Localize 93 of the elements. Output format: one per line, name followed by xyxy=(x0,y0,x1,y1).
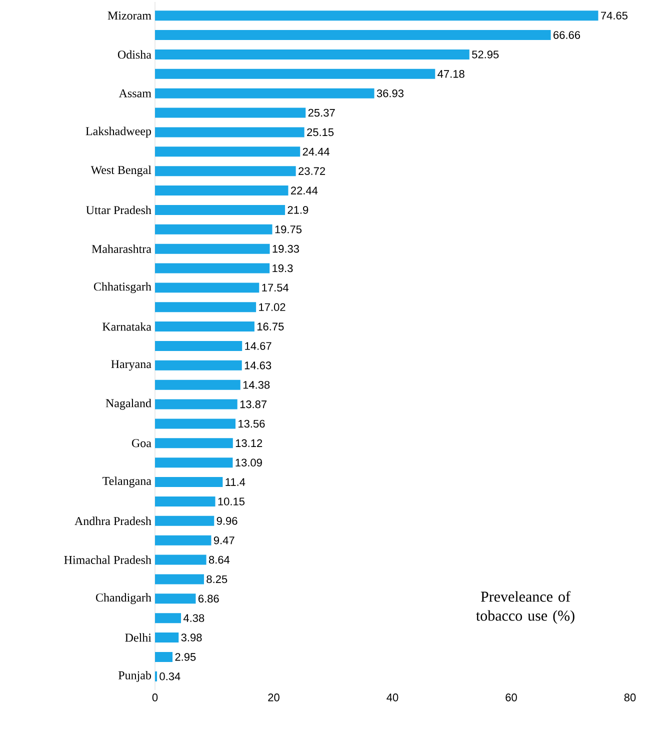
data-label: 17.02 xyxy=(259,303,286,312)
bar xyxy=(155,166,296,176)
bar xyxy=(155,68,436,79)
data-label: 36.93 xyxy=(376,89,404,98)
bar xyxy=(155,224,272,234)
data-label: 8.25 xyxy=(206,575,228,584)
bar xyxy=(155,477,223,488)
bar xyxy=(155,204,286,215)
data-label: 0.34 xyxy=(160,672,180,680)
y-tick-label: Punjab xyxy=(118,670,152,682)
bar xyxy=(155,458,233,468)
data-label: 6.86 xyxy=(198,594,219,603)
data-label: 52.95 xyxy=(472,50,499,58)
data-label: 24.44 xyxy=(302,148,330,156)
data-label: 74.65 xyxy=(600,12,628,20)
data-label: 11.4 xyxy=(226,478,246,486)
bar xyxy=(155,10,598,21)
bar xyxy=(155,574,204,584)
bar xyxy=(155,652,173,662)
data-label: 19.3 xyxy=(272,264,293,272)
data-label: 4.38 xyxy=(183,614,204,622)
x-tick-label: 80 xyxy=(624,694,636,702)
y-tick-label: Himachal Pradesh xyxy=(64,556,152,564)
y-tick-label: Andhra Pradesh xyxy=(74,516,152,526)
y-tick-label: Uttar Pradesh xyxy=(86,206,152,214)
annotation: Preveleance of tobacco use (%) xyxy=(476,591,574,624)
data-label: 66.66 xyxy=(554,31,580,39)
y-tick-label: Maharashtra xyxy=(92,244,152,254)
bar xyxy=(155,186,288,196)
bar xyxy=(155,496,216,506)
bar xyxy=(155,302,256,312)
bar xyxy=(155,127,304,138)
data-label: 14.67 xyxy=(245,342,272,350)
y-tick-label: Goa xyxy=(132,439,152,448)
x-tick-label: 40 xyxy=(386,694,398,702)
bar xyxy=(155,418,236,429)
y-tick-label: Nagaland xyxy=(106,398,152,410)
bar xyxy=(155,30,551,40)
data-label: 25.15 xyxy=(307,128,334,136)
bar xyxy=(155,108,306,118)
bar xyxy=(155,88,374,98)
data-label: 10.15 xyxy=(218,498,245,506)
y-tick-label: Delhi xyxy=(125,633,152,642)
data-label: 19.75 xyxy=(275,226,302,234)
data-label: 16.75 xyxy=(257,322,284,330)
y-tick-label: Assam xyxy=(118,89,152,98)
data-label: 22.44 xyxy=(290,186,318,194)
data-label: 21.9 xyxy=(288,206,308,214)
x-tick-label: 0 xyxy=(152,694,158,702)
y-tick-label: Haryana xyxy=(111,360,152,371)
data-label: 19.33 xyxy=(272,244,300,253)
bar xyxy=(155,613,182,624)
data-label: 47.18 xyxy=(438,70,464,78)
y-tick-label: Telangana xyxy=(102,476,152,488)
data-label: 9.47 xyxy=(214,536,234,544)
bar xyxy=(155,146,300,157)
y-tick-label: Lakshadweep xyxy=(86,126,152,138)
data-label: 17.54 xyxy=(262,284,289,292)
data-label: 2.95 xyxy=(175,653,196,661)
bar xyxy=(155,340,242,351)
bar xyxy=(155,554,206,565)
data-label: 3.98 xyxy=(181,634,202,642)
bar xyxy=(155,399,238,410)
data-label: 23.72 xyxy=(298,167,326,175)
bar xyxy=(155,282,260,293)
data-label: 13.09 xyxy=(236,458,262,466)
bar xyxy=(155,244,270,254)
bar xyxy=(155,322,254,332)
bar xyxy=(155,594,196,604)
data-label: 9.96 xyxy=(216,517,238,525)
data-label: 8.64 xyxy=(208,556,230,564)
bar xyxy=(155,632,179,643)
data-label: 25.37 xyxy=(308,108,335,117)
data-label: 14.63 xyxy=(244,362,272,370)
bar xyxy=(155,380,240,390)
bar xyxy=(155,516,214,526)
y-tick-label: Mizoram xyxy=(108,12,152,20)
y-tick-label: Chhatisgarh xyxy=(94,282,152,294)
y-tick-label: Karnataka xyxy=(102,322,152,331)
data-label: 13.87 xyxy=(240,400,267,408)
x-tick-label: 60 xyxy=(506,694,517,702)
bar xyxy=(155,360,242,370)
y-tick-label: Odisha xyxy=(118,50,152,59)
bar xyxy=(155,535,212,546)
x-tick-label: 20 xyxy=(268,694,280,702)
bar xyxy=(155,263,270,274)
data-label: 13.56 xyxy=(238,420,265,428)
data-label: 13.12 xyxy=(236,439,262,448)
bar xyxy=(155,438,233,448)
y-tick-label: West Bengal xyxy=(90,166,152,177)
y-tick-label: Chandigarh xyxy=(96,593,152,604)
bar xyxy=(155,49,470,60)
data-label: 14.38 xyxy=(243,380,270,389)
